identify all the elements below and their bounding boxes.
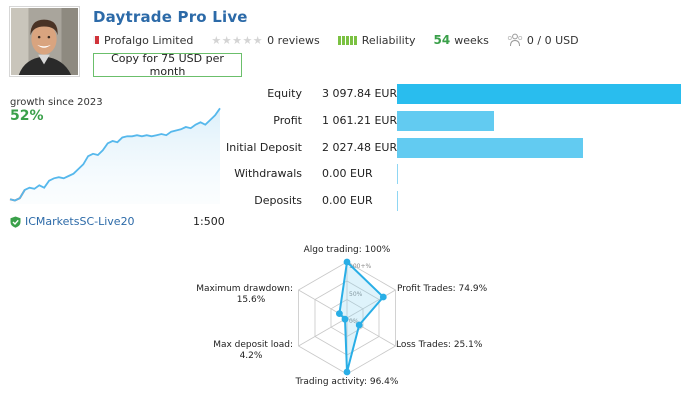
- radar-axis-value: 15.6%: [237, 295, 266, 305]
- stat-label: Withdrawals: [234, 167, 302, 180]
- copy-signal-button[interactable]: Copy for 75 USD per month: [93, 52, 242, 78]
- growth-line: [9, 107, 221, 202]
- growth-value: 52%: [10, 108, 44, 124]
- flag-icon: [93, 36, 99, 44]
- radar-axis-line: [346, 317, 396, 347]
- radar-data-point[interactable]: [379, 293, 387, 301]
- radar-data-point[interactable]: [343, 258, 351, 266]
- subscribers-icon: [507, 33, 523, 47]
- stat-bar[interactable]: [397, 191, 398, 211]
- page-title[interactable]: Daytrade Pro Live: [93, 8, 248, 26]
- reviews-link[interactable]: 0 reviews: [267, 33, 320, 47]
- radar-tick-label: 50%: [349, 291, 363, 298]
- stat-label: Profit: [273, 114, 302, 127]
- stat-value: 0.00 EUR: [322, 167, 373, 180]
- avatar[interactable]: [9, 6, 80, 77]
- stat-label: Initial Deposit: [226, 141, 302, 154]
- radar-tick-label: 100+%: [349, 263, 371, 270]
- server-name: ICMarketsSC-Live20: [25, 215, 135, 228]
- signal-meta-row: Profalgo Limited ★★★★★ 0 reviews Reliabi…: [93, 33, 579, 47]
- reliability-label: Reliability: [361, 33, 416, 47]
- radar-axis-label: Profit Trades: 74.9%: [397, 284, 488, 294]
- company-name[interactable]: Profalgo Limited: [104, 33, 194, 47]
- radar-data-point[interactable]: [355, 321, 363, 329]
- radar-axis-line: [346, 289, 396, 319]
- radar-axis-value: 4.2%: [240, 351, 263, 361]
- shield-check-icon: [10, 216, 21, 228]
- stat-row-withdrawals: Withdrawals 0.00 EUR: [225, 164, 685, 184]
- radar-data-point[interactable]: [341, 315, 349, 323]
- stat-row-equity: Equity 3 097.84 EUR: [225, 84, 685, 104]
- stat-value: 0.00 EUR: [322, 194, 373, 207]
- stat-bar[interactable]: [397, 84, 681, 104]
- stat-row-deposits: Deposits 0.00 EUR: [225, 191, 685, 211]
- rating-stars-icon[interactable]: ★★★★★: [211, 33, 264, 47]
- stat-value: 3 097.84 EUR: [322, 87, 398, 100]
- growth-area: [10, 108, 220, 204]
- radar-data-point[interactable]: [343, 368, 351, 376]
- stat-value: 2 027.48 EUR: [322, 141, 398, 154]
- growth-label: growth since 2023: [10, 97, 103, 108]
- radar-data-point[interactable]: [336, 310, 343, 317]
- radar-axis-label: Maximum drawdown:: [196, 284, 293, 294]
- weeks-count: 54: [433, 33, 451, 47]
- stat-row-profit: Profit 1 061.21 EUR: [225, 111, 685, 131]
- radar-axis-label: Algo trading: 100%: [304, 245, 391, 255]
- radar-axis-line: [298, 317, 348, 347]
- growth-chart[interactable]: [8, 100, 222, 210]
- subscribers-value: 0 / 0 USD: [526, 33, 579, 47]
- radar-axis-label: Max deposit load:: [213, 340, 293, 350]
- reliability-bars-icon: [337, 35, 357, 45]
- stat-label: Equity: [267, 87, 302, 100]
- stat-row-initial-deposit: Initial Deposit 2 027.48 EUR: [225, 138, 685, 158]
- radar-tick-label: 0%: [349, 318, 359, 325]
- radar-axis-label: Loss Trades: 25.1%: [396, 340, 483, 350]
- leverage-value: 1:500: [193, 215, 225, 228]
- stat-label: Deposits: [254, 194, 302, 207]
- stat-bar[interactable]: [397, 138, 583, 158]
- avatar-photo: [11, 8, 78, 75]
- broker-server[interactable]: ICMarketsSC-Live20: [10, 215, 135, 228]
- stat-bar[interactable]: [397, 164, 398, 184]
- radar-axis-label: Trading activity: 96.4%: [295, 377, 399, 387]
- stat-value: 1 061.21 EUR: [322, 114, 398, 127]
- stat-bar[interactable]: [397, 111, 495, 131]
- radar-chart: 100+% 50% 0% Algo trading: 100% Profit Trade…: [196, 245, 488, 387]
- weeks-label: weeks: [454, 33, 489, 47]
